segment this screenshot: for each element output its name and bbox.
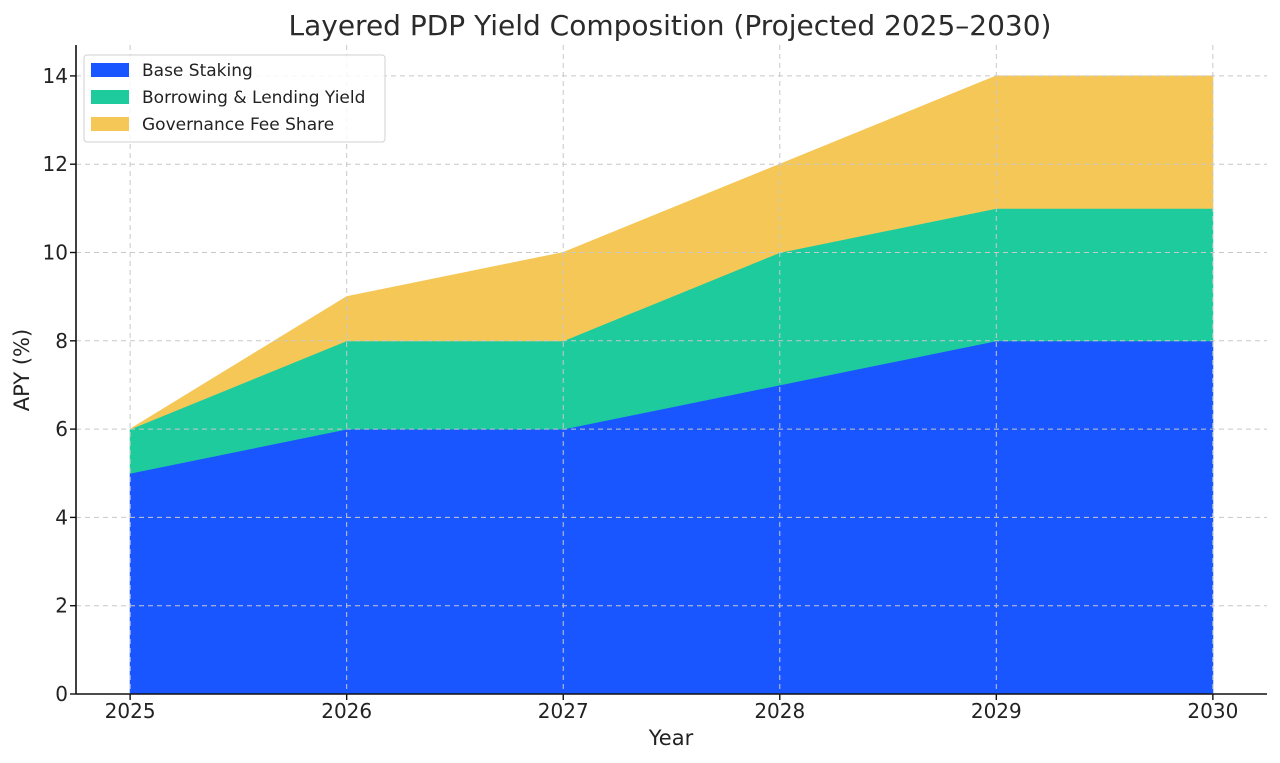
legend: Base Staking Borrowing & Lending Yield Gov…: [83, 54, 386, 143]
legend-box: [83, 54, 386, 143]
x-tick-label: 2026: [321, 699, 372, 723]
y-tick-label: 14: [43, 64, 68, 88]
y-tick-label: 6: [55, 417, 68, 441]
legend-label: Governance Fee Share: [142, 115, 334, 135]
y-tick-label: 2: [55, 594, 68, 618]
y-tick-label: 4: [55, 505, 68, 529]
legend-label: Borrowing & Lending Yield: [142, 88, 365, 108]
axis-layer: 0 2 4 6 8 10 12 14 2025 2026 2027 2028 2029 2030: [43, 45, 1267, 723]
legend-swatch: [91, 63, 129, 77]
x-tick-label: 2029: [971, 699, 1022, 723]
legend-swatch: [91, 90, 129, 104]
legend-swatch: [91, 117, 129, 131]
x-tick-label: 2028: [754, 699, 805, 723]
y-tick-label: 0: [55, 682, 68, 706]
x-tick-label: 2027: [538, 699, 589, 723]
y-tick-label: 12: [43, 152, 68, 176]
x-axis-label: Year: [648, 726, 694, 750]
area-layer: [129, 75, 1214, 695]
chart-title: Layered PDP Yield Composition (Projected…: [289, 9, 1052, 42]
legend-label: Base Staking: [142, 61, 253, 81]
y-tick-label: 8: [55, 329, 68, 353]
x-tick-label: 2030: [1187, 699, 1238, 723]
y-tick-label: 10: [43, 241, 68, 265]
y-axis-label: APY (%): [10, 329, 34, 411]
x-tick-label: 2025: [105, 699, 156, 723]
